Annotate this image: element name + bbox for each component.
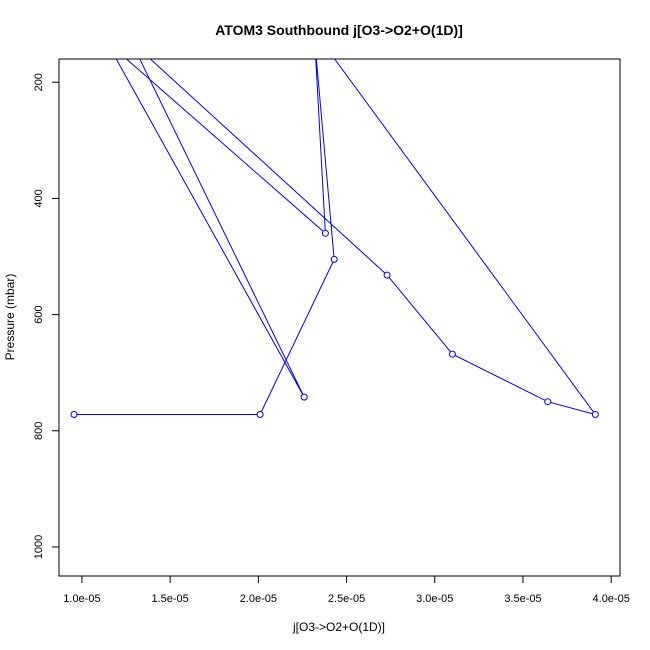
x-tick-label: 3.5e-05: [504, 593, 541, 605]
chart-title: ATOM3 Southbound j[O3->O2+O(1D)]: [215, 22, 463, 38]
data-point: [448, 350, 456, 358]
x-tick-label: 2.5e-05: [328, 593, 365, 605]
y-axis-label: Pressure (mbar): [3, 274, 17, 361]
x-axis: 1.0e-05 1.5e-05 2.0e-05 2.5e-05 3.0e-05 3.5e-…: [63, 576, 630, 605]
data-point: [591, 411, 599, 418]
plot-frame: [58, 58, 621, 577]
x-tick-label: 1.0e-05: [63, 593, 100, 605]
y-tick-label: 800: [33, 422, 45, 440]
x-tick-label: 1.5e-05: [151, 593, 188, 605]
y-tick-label: 400: [33, 189, 45, 207]
y-tick-label: 600: [33, 305, 45, 323]
y-axis: 200 400 600 800 1000: [33, 73, 59, 559]
data-point: [300, 393, 308, 401]
data-point: [321, 229, 329, 237]
data-point: [70, 411, 78, 418]
x-tick-label: 3.0e-05: [416, 593, 453, 605]
y-tick-label: 200: [33, 73, 45, 91]
y-tick-label: 1000: [33, 535, 45, 559]
data-point: [383, 271, 391, 279]
data-point: [330, 255, 338, 263]
plot-area: [70, 59, 599, 418]
data-point: [256, 411, 264, 418]
x-tick-label: 2.0e-05: [240, 593, 277, 605]
x-tick-label: 4.0e-05: [593, 593, 630, 605]
data-point: [544, 398, 552, 406]
x-axis-label: j[O3->O2+O(1D)]: [292, 620, 385, 634]
series-line: [74, 59, 597, 416]
